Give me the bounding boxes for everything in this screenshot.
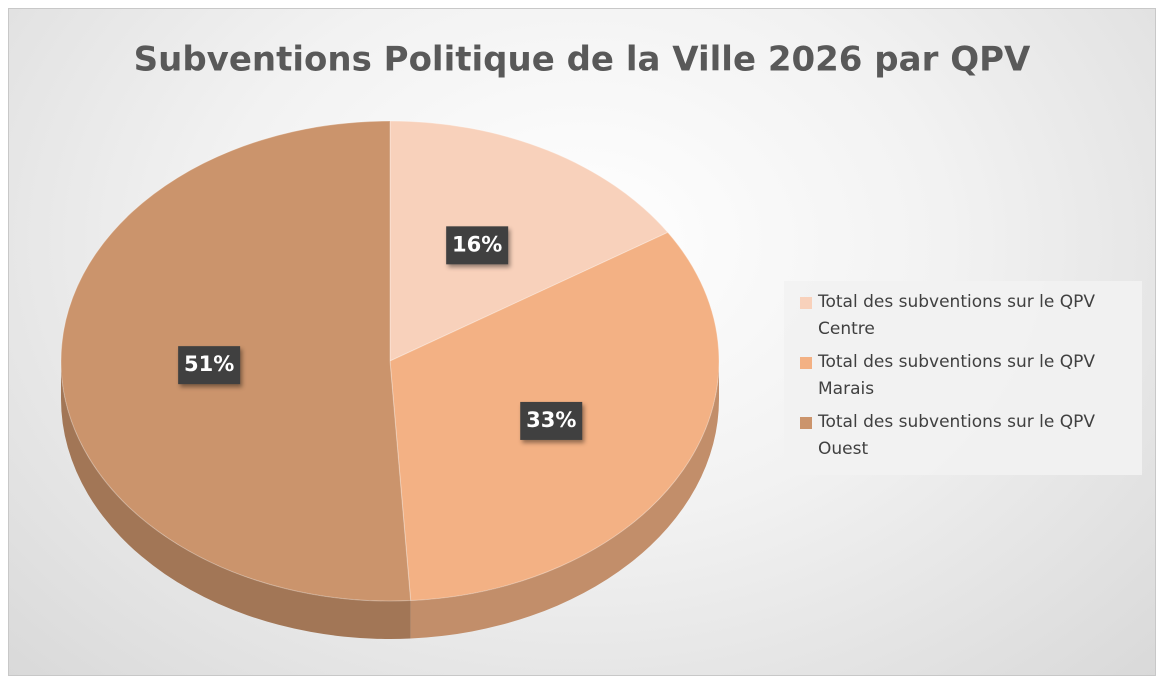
legend-swatch — [800, 297, 812, 309]
legend-item: Total des subventions sur le QPV Ouest — [784, 409, 1148, 463]
legend-swatch — [800, 357, 812, 369]
pie-slice — [389, 120, 669, 362]
chart: Subventions Politique de la Ville 2026 p… — [60, 40, 1031, 639]
value-label: 51% — [184, 352, 234, 376]
value-label-box — [178, 346, 241, 385]
legend-label: Total des subventions sur le QPV Marais — [818, 352, 1096, 399]
legend-item: Total des subventions sur le QPV Marais — [784, 349, 1148, 403]
pie-side — [410, 361, 720, 639]
legend-label: Total des subventions sur le QPV Centre — [818, 292, 1096, 339]
legend-label: Total des subventions sur le QPV Ouest — [818, 412, 1096, 459]
legend-swatch — [800, 417, 812, 429]
chart-title: Subventions Politique de la Ville 2026 p… — [134, 40, 1031, 80]
legend: Total des subventions sur le QPV Centre T… — [784, 281, 1142, 475]
chart-area: Subventions Politique de la Ville 2026 p… — [8, 8, 1156, 676]
value-label: 33% — [526, 408, 576, 432]
value-label-box — [446, 226, 509, 265]
pie-side — [61, 361, 411, 639]
legend-item: Total des subventions sur le QPV Centre — [784, 289, 1148, 343]
value-label-box — [520, 401, 583, 440]
value-label: 16% — [452, 232, 502, 256]
